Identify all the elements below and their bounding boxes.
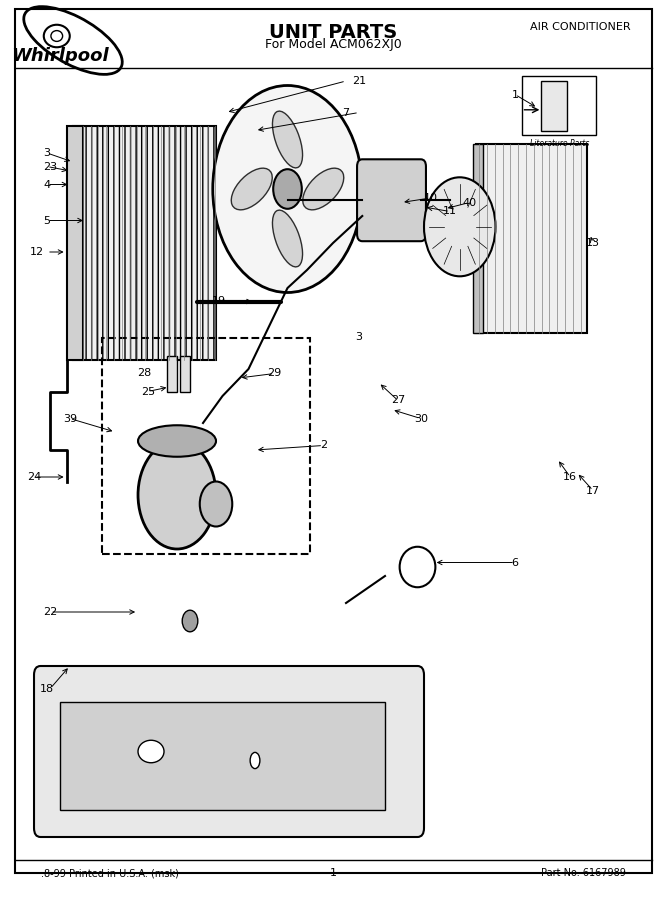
Ellipse shape xyxy=(44,24,70,47)
Text: 22: 22 xyxy=(43,607,57,617)
Ellipse shape xyxy=(272,210,303,267)
Bar xyxy=(522,76,596,135)
Text: 21: 21 xyxy=(352,76,366,86)
Circle shape xyxy=(273,169,302,209)
Text: 19: 19 xyxy=(212,296,226,307)
Text: 4: 4 xyxy=(43,179,51,190)
Text: 13: 13 xyxy=(586,238,600,248)
Ellipse shape xyxy=(51,31,63,41)
Text: 30: 30 xyxy=(414,413,428,424)
Text: 1: 1 xyxy=(511,89,519,100)
Text: 27: 27 xyxy=(391,395,405,406)
Circle shape xyxy=(200,482,232,526)
Bar xyxy=(73,126,216,360)
Text: Literature Parts: Literature Parts xyxy=(530,140,589,148)
Ellipse shape xyxy=(399,546,436,588)
Bar xyxy=(472,144,482,333)
Text: 6: 6 xyxy=(511,557,519,568)
Ellipse shape xyxy=(272,111,303,168)
Ellipse shape xyxy=(231,168,272,210)
Text: 24: 24 xyxy=(27,472,41,482)
Text: 11: 11 xyxy=(443,206,457,217)
Text: .8-99 Printed in U.S.A. (msk): .8-99 Printed in U.S.A. (msk) xyxy=(41,868,178,878)
Text: 40: 40 xyxy=(463,197,476,208)
Text: 1: 1 xyxy=(330,868,336,878)
Bar xyxy=(180,356,190,392)
Ellipse shape xyxy=(138,426,216,457)
Circle shape xyxy=(213,86,363,292)
Text: 3: 3 xyxy=(355,332,363,343)
Circle shape xyxy=(424,177,495,276)
Text: 29: 29 xyxy=(267,368,282,379)
Text: 16: 16 xyxy=(563,472,577,482)
Bar xyxy=(476,144,586,333)
Text: UNIT PARTS: UNIT PARTS xyxy=(269,22,397,41)
Bar xyxy=(541,81,567,130)
Bar xyxy=(66,126,83,360)
FancyBboxPatch shape xyxy=(357,159,426,241)
Text: 10: 10 xyxy=(424,193,438,203)
Text: 5: 5 xyxy=(43,215,51,226)
Text: 17: 17 xyxy=(586,485,600,496)
Text: 2: 2 xyxy=(320,440,327,451)
Ellipse shape xyxy=(303,168,343,210)
Ellipse shape xyxy=(250,752,260,769)
Bar xyxy=(60,702,385,810)
Text: 12: 12 xyxy=(30,247,44,257)
Bar xyxy=(102,338,311,554)
Text: Whirlpool: Whirlpool xyxy=(11,47,109,65)
Text: 25: 25 xyxy=(141,386,155,397)
Circle shape xyxy=(138,441,216,549)
Text: 3: 3 xyxy=(43,148,51,158)
Text: 23: 23 xyxy=(43,161,57,172)
Text: 18: 18 xyxy=(40,683,54,694)
Ellipse shape xyxy=(138,740,164,763)
FancyBboxPatch shape xyxy=(34,666,424,837)
Text: 7: 7 xyxy=(342,107,349,118)
Text: Part No. 6167989: Part No. 6167989 xyxy=(541,868,626,878)
Text: 39: 39 xyxy=(63,413,77,424)
Text: 28: 28 xyxy=(138,368,151,379)
Circle shape xyxy=(182,610,198,632)
Text: For Model ACM062XJ0: For Model ACM062XJ0 xyxy=(265,38,401,50)
Bar xyxy=(167,356,177,392)
Text: AIR CONDITIONER: AIR CONDITIONER xyxy=(530,22,630,32)
